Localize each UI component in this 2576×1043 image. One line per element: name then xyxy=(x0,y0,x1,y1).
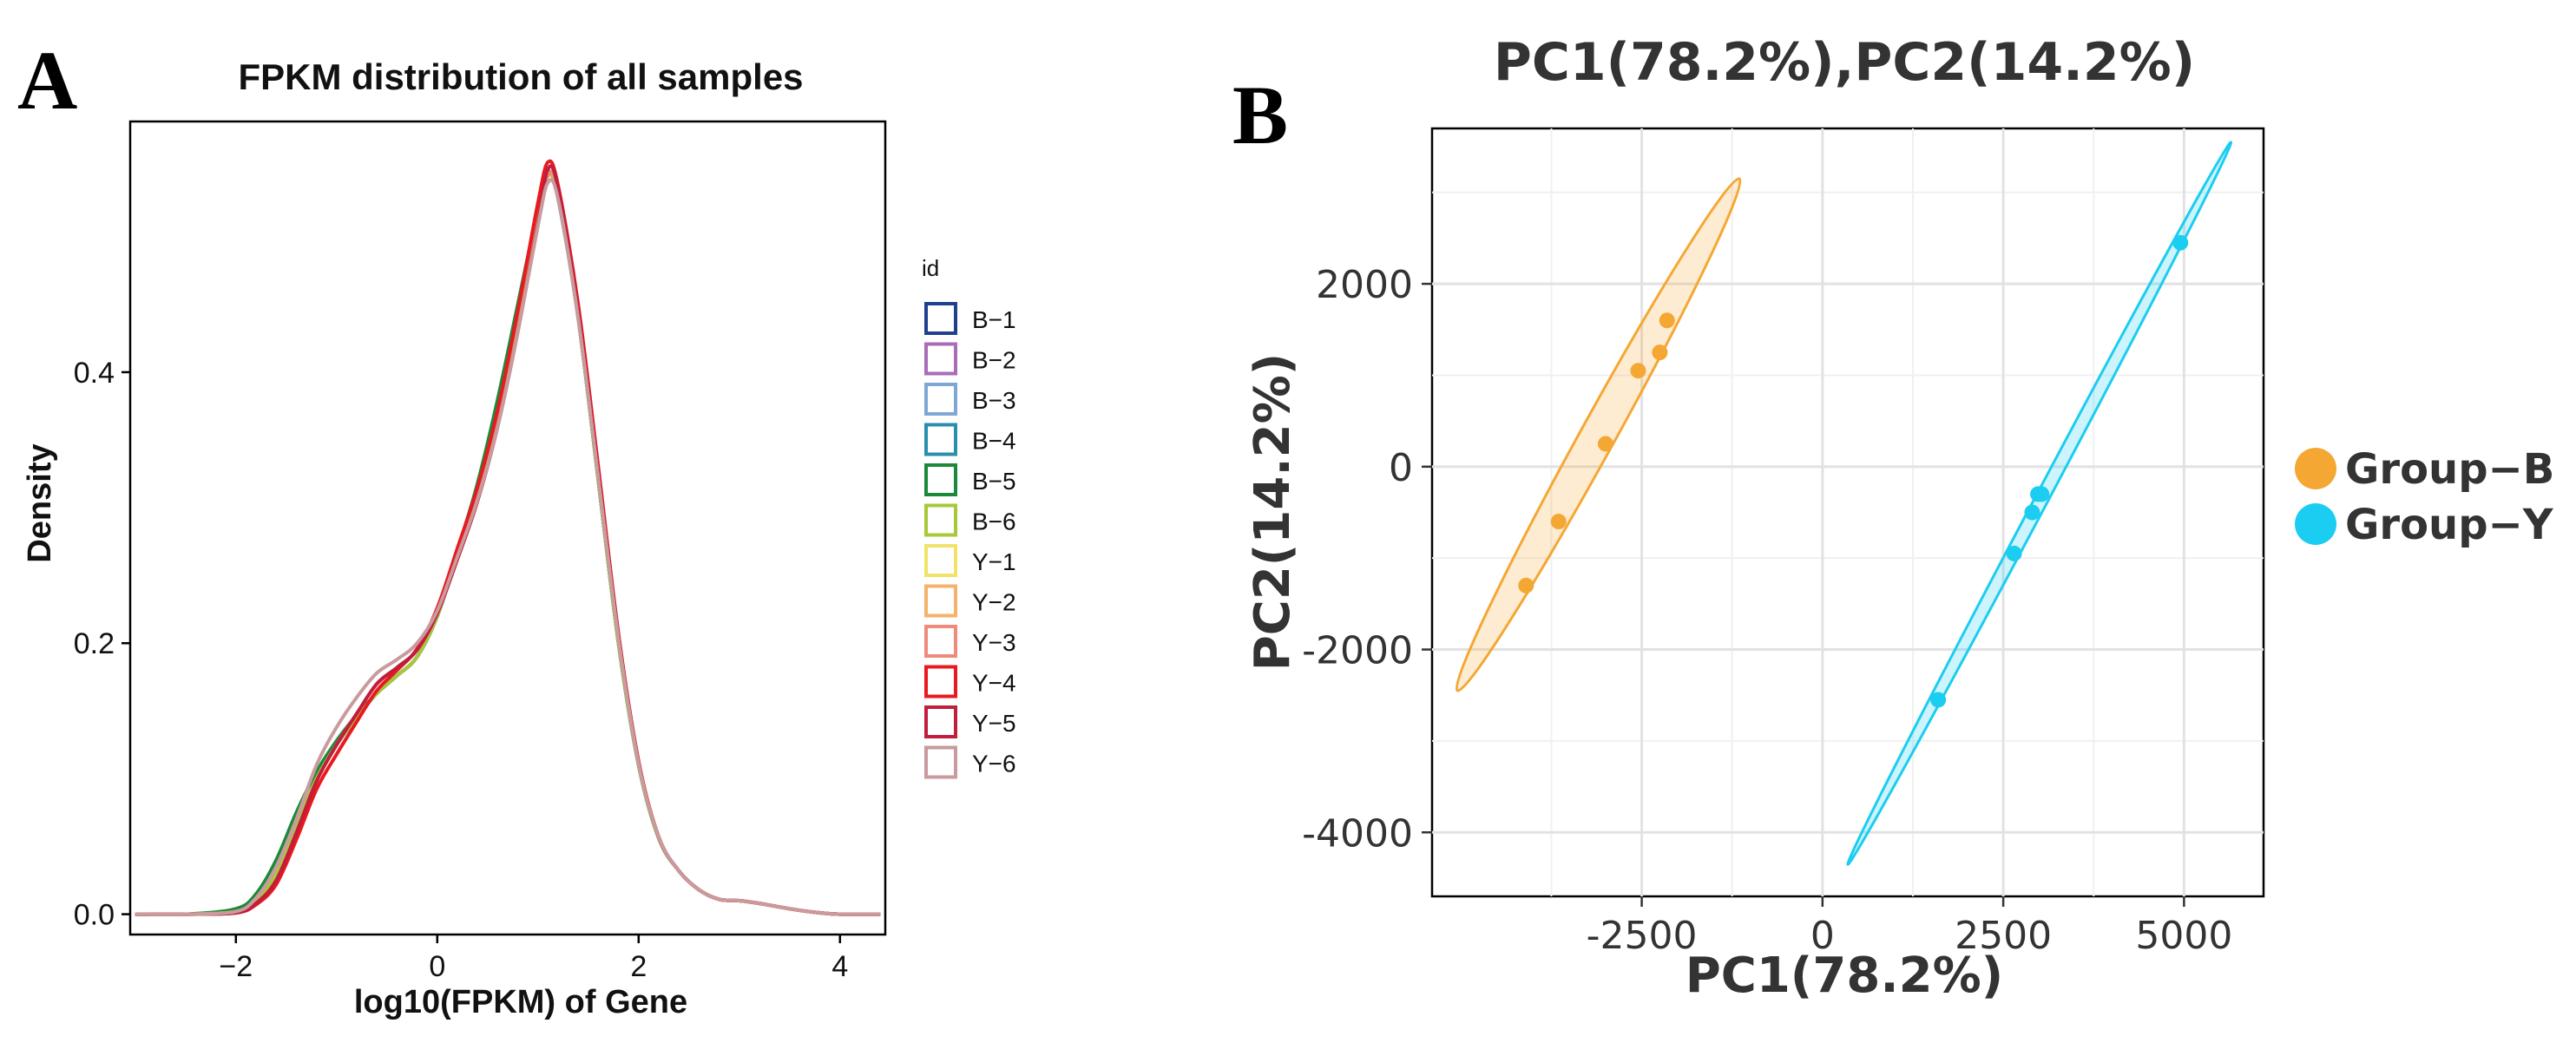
panel-a-legend-label: Y−6 xyxy=(972,751,1016,777)
panel-b-point-group-1 xyxy=(1659,312,1675,329)
panel-a-x-axis-label: log10(FPKM) of Gene xyxy=(354,984,687,1020)
panel-a-x-tick-label: 0 xyxy=(429,950,445,983)
panel-a-legend-swatch xyxy=(924,544,957,577)
panel-b-point-group-2 xyxy=(2034,486,2050,502)
panel-b-legend-label: Group−B xyxy=(2345,445,2554,494)
panel-a-legend-swatch xyxy=(924,584,957,618)
panel-a-y-axis-label: Density xyxy=(22,443,58,562)
panel-a-legend-label: Y−5 xyxy=(972,710,1016,737)
panel-a-legend-label: B−4 xyxy=(972,428,1016,455)
panel-a-legend-label: Y−1 xyxy=(972,548,1016,575)
panel-b-y-axis-label: PC2(14.2%) xyxy=(1245,353,1301,672)
panel-b-x-tick-label: -2500 xyxy=(1587,914,1698,958)
panel-b-legend-label: Group−Y xyxy=(2345,501,2554,549)
panel-b-y-tick-label: -2000 xyxy=(1302,629,1413,673)
panel-a-legend-label: B−1 xyxy=(972,306,1016,333)
panel-a-legend-label: B−3 xyxy=(972,387,1016,414)
panel-a-x-tick-label: 4 xyxy=(831,950,848,983)
panel-a-legend-title: id xyxy=(922,255,939,281)
panel-a-x-tick-label: −2 xyxy=(219,950,253,983)
panel-a-legend-swatch xyxy=(924,705,957,738)
panel-b-point-group-1 xyxy=(1630,363,1646,379)
panel-b-x-axis-label: PC1(78.2%) xyxy=(1686,948,2004,1004)
panel-b-point-group-2 xyxy=(1930,692,1947,708)
panel-b-point-group-2 xyxy=(2006,545,2022,561)
panel-a-y-ticks: 0.0 0.2 0.4 xyxy=(74,357,130,932)
panel-b-point-group-1 xyxy=(1518,577,1534,594)
panel-a-legend-swatch xyxy=(924,665,957,699)
panel-b-point-group-1 xyxy=(1550,514,1567,530)
panel-a-legend-swatch xyxy=(924,625,957,658)
panel-a-legend-label: B−6 xyxy=(972,508,1016,535)
panel-b-legend-swatch xyxy=(2295,503,2336,545)
panel-a-y-tick-label: 0.0 xyxy=(74,899,115,932)
panel-b-x-tick-label: 2500 xyxy=(1955,914,2052,958)
panel-a-legend-swatch xyxy=(924,745,957,779)
panel-a-legend-swatch xyxy=(924,342,957,376)
panel-a-letter: A xyxy=(17,34,77,127)
panel-a-legend-swatch xyxy=(924,383,957,416)
panel-b-confidence-ellipses xyxy=(1455,141,2233,866)
panel-a-legend-label: Y−3 xyxy=(972,629,1016,656)
panel-a-legend-label: Y−4 xyxy=(972,670,1016,697)
panel-a-legend-label: B−2 xyxy=(972,347,1016,374)
panel-a-legend-label: B−5 xyxy=(972,468,1016,495)
panel-b-point-group-1 xyxy=(1597,436,1613,452)
panel-b-pca-chart: B PC1(78.2%),PC2(14.2%) -4000-200002000 … xyxy=(1232,32,2554,1004)
panel-a-x-ticks: −2 0 2 4 xyxy=(219,935,848,983)
panel-a-y-tick-label: 0.4 xyxy=(74,357,115,390)
panel-b-ellipse-1 xyxy=(1455,177,1742,692)
panel-b-y-tick-label: 2000 xyxy=(1316,263,1413,307)
panel-a-legend-swatch xyxy=(924,423,957,456)
panel-a-legend-swatch xyxy=(924,302,957,335)
panel-b-points xyxy=(1518,234,2189,708)
panel-a-legend-label: Y−2 xyxy=(972,589,1016,616)
panel-b-point-group-2 xyxy=(2024,504,2040,521)
panel-a-density-lines xyxy=(135,159,881,917)
panel-b-legend-swatch xyxy=(2295,448,2336,489)
panel-b-x-tick-label: 5000 xyxy=(2135,914,2232,958)
panel-a-title: FPKM distribution of all samples xyxy=(238,56,803,97)
panel-a-legend-swatch xyxy=(924,463,957,496)
panel-b-legend: Group−B Group−Y xyxy=(2295,445,2554,549)
panel-b-title: PC1(78.2%),PC2(14.2%) xyxy=(1494,32,2195,93)
panel-b-point-group-1 xyxy=(1652,344,1668,361)
panel-a-x-tick-label: 2 xyxy=(630,950,647,983)
panel-a-density-chart: A FPKM distribution of all samples 0.00.… xyxy=(17,34,1016,1020)
panel-a-plot-frame xyxy=(128,120,887,936)
panel-b-letter: B xyxy=(1232,69,1288,161)
panel-a-y-tick-label: 0.2 xyxy=(74,627,115,660)
panel-a-series-line-12 xyxy=(135,178,881,916)
panel-b-point-group-2 xyxy=(2172,234,2189,251)
panel-b-x-tick-label: 0 xyxy=(1810,914,1835,958)
panel-b-x-ticks: -2500 0 2500 5000 xyxy=(1587,896,2232,958)
panel-b-grid xyxy=(1432,128,2264,896)
panel-b-y-tick-label: -4000 xyxy=(1302,811,1413,856)
panel-a-legend-swatch xyxy=(924,503,957,537)
panel-a-legend: id B−1 B−2 B−3 B−4 B−5 B−6 Y−1 Y−2 Y−3 Y−4 Y−5 Y−6 xyxy=(922,255,1016,779)
panel-b-y-tick-label: 0 xyxy=(1389,446,1413,490)
panel-b-plot-frame xyxy=(1430,127,2265,898)
panel-b-y-ticks: -4000 -2000 0 2000 xyxy=(1302,263,1432,856)
